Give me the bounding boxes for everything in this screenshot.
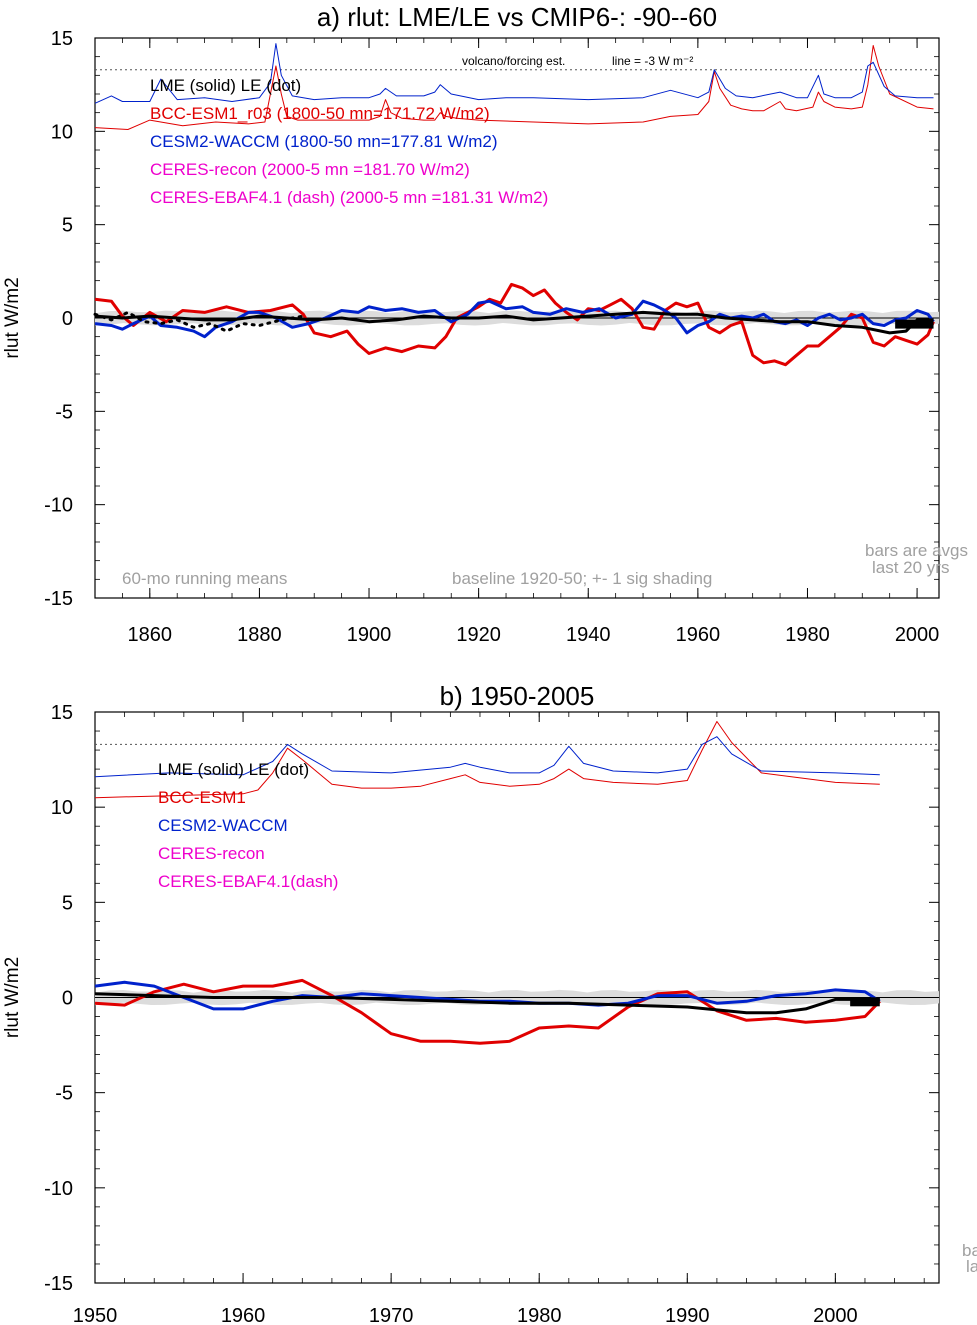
series-line-le-dot- [93, 310, 305, 333]
y-tick-label: 5 [62, 892, 73, 914]
legend-entry: CERES-EBAF4.1(dash) [158, 872, 338, 891]
y-tick-label: -5 [55, 1083, 73, 1105]
legend-entry: LME (solid) LE (dot) [150, 76, 301, 95]
x-tick-label: 2000 [895, 624, 940, 646]
y-tick-label: 15 [51, 702, 73, 724]
annotation-running: 60-mo running means [122, 569, 287, 588]
annotation-line_eq: line = -3 W m⁻² [612, 54, 693, 68]
series-line-lme-solid- [94, 992, 880, 1015]
series-line-bcc-esm1-forcing [94, 45, 934, 130]
y-tick-label: 0 [62, 308, 73, 330]
annotation-bars2: last 20 yrs [872, 558, 949, 577]
y-tick-label: 10 [51, 797, 73, 819]
x-tick-label: 1950 [73, 1305, 118, 1325]
panel-a: a) rlut: LME/LE vs CMIP6-: -90--60 15 10 5 0… [2, 2, 968, 646]
x-tick-label: 1980 [517, 1305, 562, 1325]
legend-entry: CESM2-WACCM (1800-50 mn=177.81 W/m2) [150, 132, 498, 151]
y-tick-label: 0 [62, 988, 73, 1010]
y-axis-label: rlut W/m2 [2, 957, 23, 1038]
legend-entry: BCC-ESM1 [158, 788, 246, 807]
x-tick-label: 1920 [456, 624, 501, 646]
series-line-bcc-esm1 [94, 978, 881, 1045]
x-tick-label: 1860 [128, 624, 173, 646]
legend-entry: LME (solid) LE (dot) [158, 760, 309, 779]
chart-title: b) 1950-2005 [440, 681, 595, 711]
y-tick-label: -5 [55, 401, 73, 423]
x-tick-label: 1980 [785, 624, 830, 646]
annotation-bars1: bars are avgs [865, 541, 968, 560]
legend-entry: CERES-recon [158, 844, 265, 863]
x-tick-label: 1900 [347, 624, 392, 646]
x-tick-label: 1970 [369, 1305, 414, 1325]
legend-entry: CERES-EBAF4.1 (dash) (2000-5 mn =181.31 … [150, 188, 548, 207]
annotation-volcano: volcano/forcing est. [462, 54, 565, 68]
y-tick-label: -10 [44, 1178, 73, 1200]
x-tick-label: 2000 [813, 1305, 858, 1325]
x-tick-label: 1960 [676, 624, 721, 646]
legend-entry: CERES-recon (2000-5 mn =181.70 W/m2) [150, 160, 470, 179]
x-tick-label: 1990 [665, 1305, 710, 1325]
annotation-bars1: ba [962, 1241, 977, 1260]
annotation-bars2: la [966, 1257, 977, 1276]
chart-title: a) rlut: LME/LE vs CMIP6-: -90--60 [317, 2, 717, 32]
y-tick-label: 10 [51, 121, 73, 143]
y-tick-label: -15 [44, 588, 73, 610]
y-tick-label: 5 [62, 215, 73, 237]
y-tick-label: -10 [44, 495, 73, 517]
series-line-cesm2-waccm-forcing [94, 736, 880, 778]
y-axis-label: rlut W/m2 [2, 277, 23, 358]
last-20-yrs-bar [850, 997, 880, 1007]
legend-entry: CESM2-WACCM [158, 816, 288, 835]
series-line-lme-solid- [94, 310, 934, 335]
legend-entry: BCC-ESM1_r03 (1800-50 mn=171.72 W/m2) [150, 104, 490, 123]
y-tick-label: 15 [51, 28, 73, 50]
series-line-bcc-esm1-forcing [94, 721, 880, 799]
x-tick-label: 1940 [566, 624, 611, 646]
annotation-baseline: baseline 1920-50; +- 1 sig shading [452, 569, 712, 588]
series-line-cesm2-waccm [94, 299, 935, 339]
last-20-yrs-bar [895, 319, 934, 329]
series-line-cesm2-waccm-forcing [94, 43, 934, 104]
y-tick-label: -15 [44, 1273, 73, 1295]
x-tick-label: 1880 [237, 624, 282, 646]
x-tick-label: 1960 [221, 1305, 266, 1325]
